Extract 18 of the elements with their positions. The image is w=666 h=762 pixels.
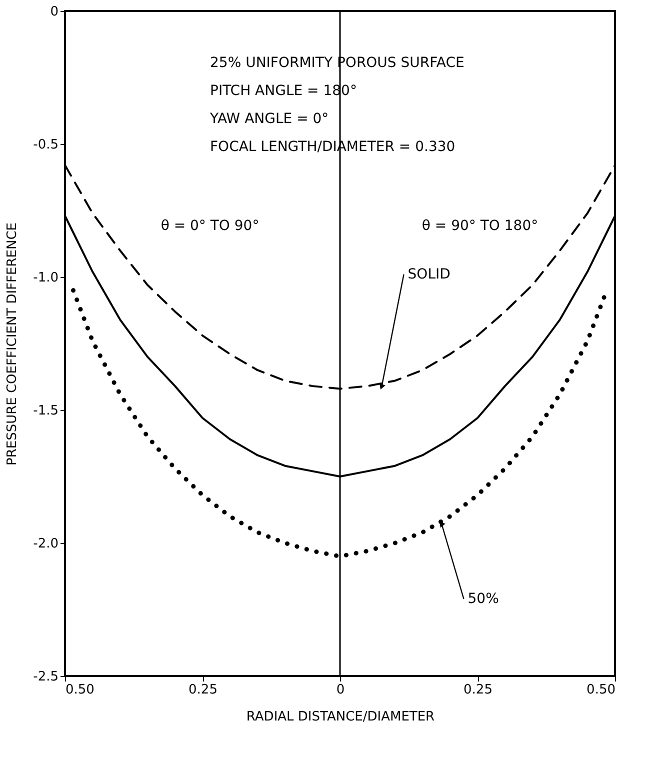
y-tick-label: -0.5	[33, 138, 58, 152]
annotation: YAW ANGLE = 0°	[209, 111, 329, 127]
x-tick-label: 0.50	[586, 682, 616, 698]
x-tick-label: 0.25	[464, 682, 492, 698]
y-tick-label: 0	[50, 4, 58, 20]
x-tick-label: 0.50	[66, 682, 94, 698]
annotation: SOLID	[408, 266, 450, 282]
x-tick-label: 0	[336, 682, 345, 698]
y-axis-title: PRESSURE COEFFICIENT DIFFERENCE	[5, 222, 20, 466]
annotation: θ = 90° TO 180°	[422, 218, 538, 234]
y-tick-label: -2.5	[33, 670, 58, 684]
x-axis-title: RADIAL DISTANCE/DIAMETER	[246, 710, 435, 724]
y-tick-label: -2.0	[33, 536, 58, 552]
y-tick-label: -1.5	[33, 404, 58, 418]
annotation: θ = 0° TO 90°	[160, 218, 260, 234]
y-tick-label: -1.0	[33, 270, 58, 286]
x-tick-label: 0.25	[188, 682, 218, 698]
annotation: 50%	[468, 590, 499, 607]
